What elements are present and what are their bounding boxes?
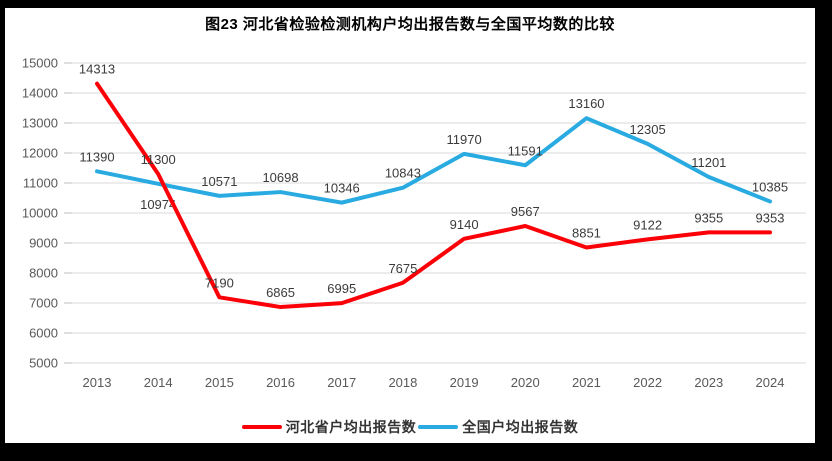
svg-text:14000: 14000: [22, 86, 58, 101]
svg-text:15000: 15000: [22, 56, 58, 71]
svg-text:14313: 14313: [79, 62, 115, 77]
svg-text:9122: 9122: [633, 217, 662, 232]
svg-text:10000: 10000: [22, 206, 58, 221]
svg-text:8000: 8000: [29, 266, 58, 281]
svg-text:10698: 10698: [262, 170, 298, 185]
svg-text:2015: 2015: [205, 375, 234, 390]
svg-text:13160: 13160: [568, 96, 604, 111]
svg-text:11591: 11591: [508, 143, 543, 158]
svg-text:9567: 9567: [511, 204, 540, 219]
svg-text:9140: 9140: [450, 217, 479, 232]
line-chart-plot-area: 5000 6000 7000 8000 9000 10000 11000 12000 13000…: [22, 56, 806, 390]
svg-text:6995: 6995: [327, 281, 356, 296]
legend-item-hebei: 河北省户均出报告数: [241, 417, 417, 437]
svg-text:2013: 2013: [83, 375, 112, 390]
svg-text:6865: 6865: [266, 285, 295, 300]
svg-text:10571: 10571: [201, 174, 237, 189]
svg-text:10346: 10346: [324, 181, 360, 196]
svg-text:2019: 2019: [450, 375, 479, 390]
svg-text:7000: 7000: [29, 296, 58, 311]
svg-text:5000: 5000: [29, 356, 58, 371]
svg-text:7190: 7190: [205, 275, 234, 290]
svg-text:12305: 12305: [630, 122, 666, 137]
svg-text:11000: 11000: [23, 176, 58, 191]
svg-text:10974: 10974: [140, 197, 176, 212]
svg-text:13000: 13000: [22, 116, 58, 131]
legend-item-national: 全国户均出报告数: [418, 417, 578, 437]
chart-canvas: 图23 河北省检验检测机构户均出报告数与全国平均数的比较 5000 6000 700…: [5, 8, 815, 443]
svg-text:10843: 10843: [385, 166, 421, 181]
svg-text:2018: 2018: [388, 375, 417, 390]
svg-text:2022: 2022: [633, 375, 662, 390]
svg-text:2014: 2014: [144, 375, 173, 390]
svg-text:2023: 2023: [694, 375, 723, 390]
svg-text:2020: 2020: [511, 375, 540, 390]
svg-text:7675: 7675: [388, 261, 417, 276]
svg-text:9355: 9355: [694, 210, 723, 225]
svg-text:11300: 11300: [141, 152, 176, 167]
svg-text:10385: 10385: [752, 179, 788, 194]
svg-text:6000: 6000: [29, 326, 58, 341]
svg-text:2016: 2016: [266, 375, 295, 390]
chart-legend: 河北省户均出报告数 全国户均出报告数: [5, 417, 815, 437]
svg-text:2017: 2017: [327, 375, 356, 390]
svg-text:11970: 11970: [446, 132, 481, 147]
svg-text:9000: 9000: [29, 236, 58, 251]
chart-title: 图23 河北省检验检测机构户均出报告数与全国平均数的比较: [205, 16, 615, 33]
svg-text:11201: 11201: [691, 155, 726, 170]
legend-label-national: 全国户均出报告数: [462, 419, 579, 435]
svg-text:12000: 12000: [22, 146, 58, 161]
svg-text:9353: 9353: [756, 210, 785, 225]
svg-text:2021: 2021: [572, 375, 601, 390]
legend-swatch-national-blue-line: [418, 425, 459, 429]
svg-text:11390: 11390: [79, 149, 114, 164]
svg-text:8851: 8851: [572, 225, 601, 240]
legend-label-hebei: 河北省户均出报告数: [285, 419, 417, 435]
svg-text:2024: 2024: [756, 375, 785, 390]
legend-swatch-hebei-red-line: [241, 425, 282, 429]
